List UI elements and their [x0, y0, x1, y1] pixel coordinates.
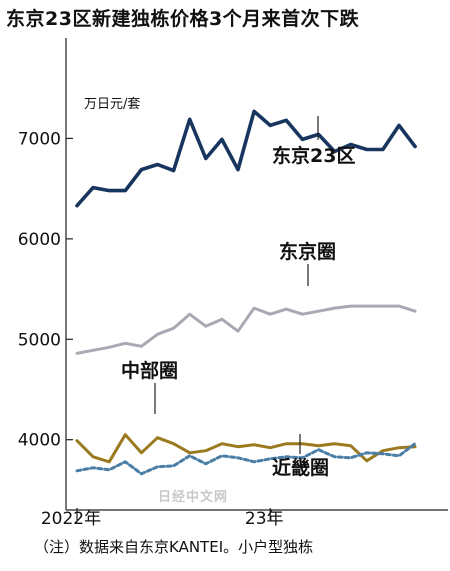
series-line-chubu [75, 433, 417, 464]
watermark-text: 日经中文网 [158, 490, 229, 505]
series-label-tokyo: 东京圈 [279, 240, 336, 263]
series-line-kinki [75, 442, 417, 476]
series-line-tokyo23 [75, 109, 417, 208]
y-tick-label: 4000 [18, 431, 61, 451]
y-tick-label: 5000 [18, 330, 61, 350]
unit-label: 万日元/套 [84, 96, 140, 112]
y-tick-label: 7000 [18, 129, 61, 149]
series-label-chubu: 中部圈 [121, 359, 178, 382]
source-note: （注）数据来自东京KANTEI。小户型独栋 [34, 538, 314, 556]
y-tick-label: 6000 [18, 230, 61, 250]
x-tick-label: 23年 [245, 509, 284, 529]
x-tick-label: 2022年 [41, 509, 101, 529]
chart-title: 东京23区新建独栋价格3个月来首次下跌 [6, 8, 360, 30]
series-label-tokyo23: 东京23区 [272, 144, 355, 167]
series-label-kinki: 近畿圈 [272, 456, 329, 479]
series-line-tokyo [75, 304, 417, 355]
